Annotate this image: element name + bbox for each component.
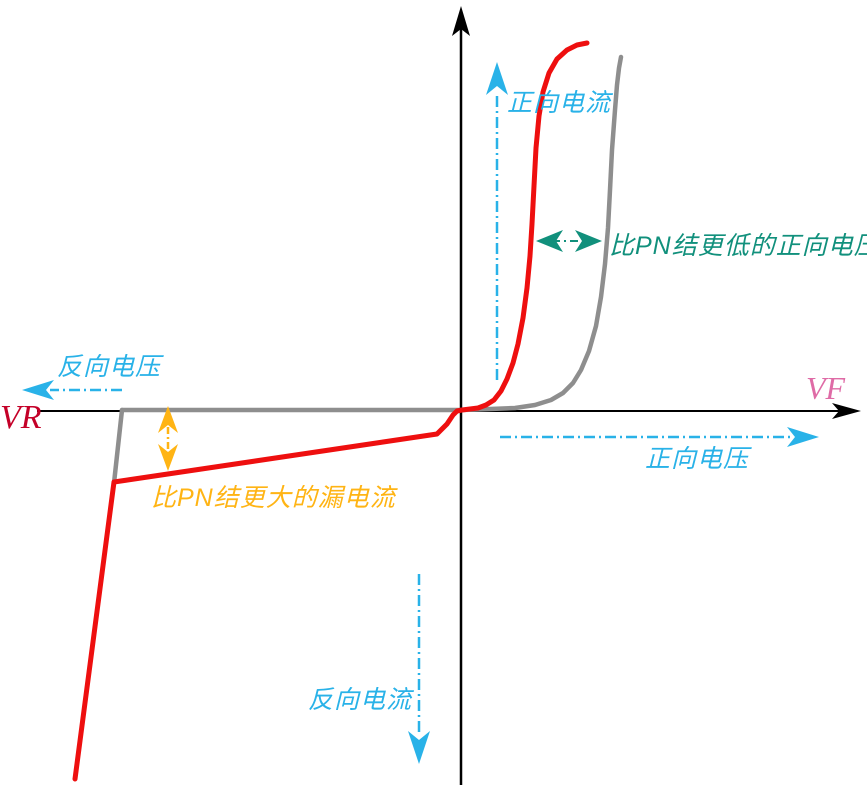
- y-axis-arrowhead-icon: [452, 6, 470, 36]
- arrow-down-icon: [408, 574, 430, 764]
- arrow-right-icon: [500, 427, 819, 447]
- schottky-curve: [72, 40, 590, 782]
- reverse-voltage-label: 反向电压: [57, 353, 162, 381]
- vr-axis-label: VR: [0, 399, 42, 436]
- reverse-voltage-arrowhead-icon: [22, 380, 54, 400]
- leakage-current-label: 比PN结更大的漏电流: [151, 484, 396, 512]
- leakage-bottom-arrowhead-icon: [158, 444, 178, 471]
- lower-forward-voltage-label: 比PN结更低的正向电压: [609, 232, 867, 260]
- reverse-current-label: 反向电流: [308, 686, 413, 714]
- lower-vf-left-arrowhead-icon: [536, 230, 563, 252]
- forward-voltage-label: 正向电压: [645, 445, 750, 473]
- pn-junction-reverse-breakdown: [111, 407, 125, 486]
- reverse-current-arrowhead-icon: [408, 731, 430, 764]
- forward-current-label: 正向电流: [507, 89, 612, 117]
- arrow-up-icon: [486, 62, 508, 380]
- double-arrow-horizontal-icon: [536, 230, 602, 252]
- forward-voltage-arrowhead-icon: [787, 427, 819, 447]
- lower-vf-right-arrowhead-icon: [575, 230, 602, 252]
- forward-current-arrowhead-icon: [486, 62, 508, 95]
- x-axis-arrowhead-icon: [832, 403, 861, 419]
- vf-axis-label: VF: [806, 370, 846, 406]
- pn-junction-curve: [119, 54, 624, 413]
- double-arrow-vertical-icon: [158, 406, 178, 471]
- leakage-top-arrowhead-icon: [158, 406, 178, 433]
- arrow-left-icon: [22, 380, 122, 400]
